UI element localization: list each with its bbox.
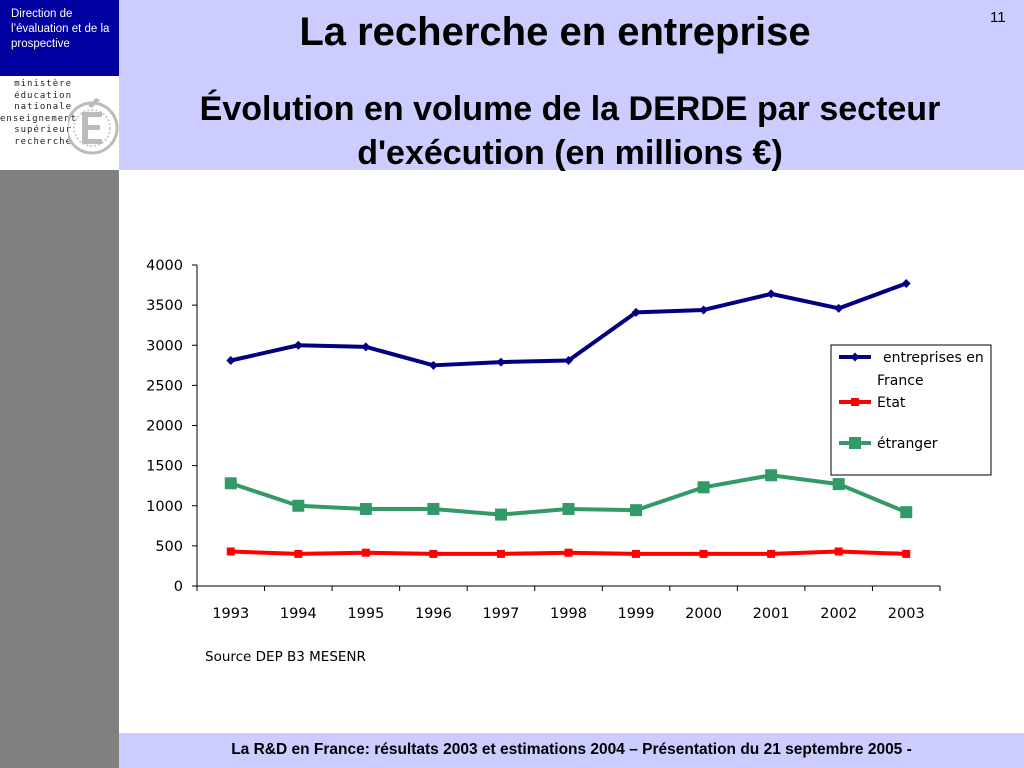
y-tick-label: 1000 <box>146 499 183 515</box>
data-point <box>562 502 575 515</box>
data-point <box>359 502 372 515</box>
data-point <box>226 355 236 365</box>
x-tick-label: 1994 <box>280 606 317 622</box>
legend-label-line: France <box>877 373 924 389</box>
y-tick-label: 500 <box>155 539 183 555</box>
data-point <box>496 357 506 367</box>
data-point <box>832 478 845 491</box>
chart-subtitle: Évolution en volume de la DERDE par sect… <box>199 90 941 172</box>
legend-label: Etat <box>877 395 906 411</box>
data-point <box>630 504 643 517</box>
header-band <box>119 0 1024 170</box>
organization-logo: Direction de l’évaluation et de la prosp… <box>0 0 119 76</box>
x-tick-label: 1996 <box>415 606 452 622</box>
chart-series <box>224 278 913 558</box>
data-point <box>902 549 911 558</box>
y-tick-label: 2000 <box>146 419 183 435</box>
y-tick-label: 4000 <box>146 258 183 274</box>
data-point <box>766 289 776 299</box>
legend-label: étranger <box>877 436 938 452</box>
series-line <box>230 281 907 368</box>
data-point <box>361 342 371 352</box>
x-tick-label: 1998 <box>550 606 587 622</box>
line-chart: 0 500 1000 1500 2000 2500 3000 3500 4000 1993 1994… <box>146 258 992 622</box>
x-tick-label: 1997 <box>483 606 520 622</box>
source-note: Source DEP B3 MESENR <box>205 649 366 665</box>
ministry-line: ministère <box>14 79 72 89</box>
x-tick-label: 1999 <box>618 606 655 622</box>
data-point <box>428 360 438 370</box>
data-point <box>226 547 235 556</box>
ministry-name: ministère éducation nationale enseigneme… <box>0 79 78 149</box>
ministry-line: nationale <box>14 102 72 113</box>
ministry-seal-icon <box>68 98 119 155</box>
data-point <box>294 549 303 558</box>
ministry-line: recherche <box>14 136 72 147</box>
y-tick-label: 3500 <box>146 298 183 314</box>
y-tick-label: 3000 <box>146 338 183 354</box>
data-point <box>292 499 305 512</box>
legend-label: entreprises en France <box>877 350 984 389</box>
data-point <box>834 303 844 313</box>
ministry-logo: ministère éducation nationale enseigneme… <box>0 76 119 170</box>
legend-swatch-marker <box>850 352 860 362</box>
legend-label-line: entreprises en <box>883 350 984 366</box>
data-point <box>496 549 505 558</box>
x-tick-label: 1995 <box>347 606 384 622</box>
x-tick-label: 2001 <box>753 606 790 622</box>
data-point <box>632 549 641 558</box>
ministry-line: supérieur <box>14 125 72 136</box>
chart-axes: 0 500 1000 1500 2000 2500 3000 3500 4000 1993 1994… <box>146 258 941 622</box>
data-point <box>564 355 573 365</box>
ministry-line: enseignement <box>0 113 78 124</box>
legend-swatch-marker <box>849 437 861 449</box>
data-point <box>293 340 303 350</box>
x-tick-label: 1993 <box>212 606 249 622</box>
data-point <box>361 548 370 557</box>
data-point <box>901 278 911 288</box>
footer-band <box>119 733 1024 768</box>
data-point <box>765 469 778 482</box>
data-point <box>699 305 709 315</box>
organization-name: Direction de l’évaluation et de la prosp… <box>11 8 110 50</box>
x-tick-label: 2002 <box>820 606 857 622</box>
data-point <box>697 481 710 494</box>
data-point <box>631 307 641 317</box>
chart-legend: entreprises en France Etat étranger <box>830 344 992 476</box>
legend-swatch-marker <box>851 398 859 406</box>
data-point <box>564 548 573 557</box>
y-tick-label: 1500 <box>146 459 183 475</box>
data-point <box>224 477 237 490</box>
y-tick-label: 2500 <box>146 378 183 394</box>
x-tick-label: 2000 <box>685 606 722 622</box>
data-point <box>429 549 438 558</box>
x-tick-label: 2003 <box>888 606 925 622</box>
data-point <box>494 508 507 521</box>
ministry-line: éducation <box>14 90 72 101</box>
y-tick-label: 0 <box>174 579 183 595</box>
footer-text: La R&D en France: résultats 2003 et esti… <box>231 741 912 758</box>
data-point <box>834 547 843 556</box>
legend-box <box>830 344 992 476</box>
data-point <box>767 549 776 558</box>
slide-number: 11 <box>990 9 1006 26</box>
data-point <box>900 506 913 519</box>
data-point <box>699 549 708 558</box>
data-point <box>427 502 440 515</box>
page-title: La recherche en entreprise <box>299 10 811 54</box>
